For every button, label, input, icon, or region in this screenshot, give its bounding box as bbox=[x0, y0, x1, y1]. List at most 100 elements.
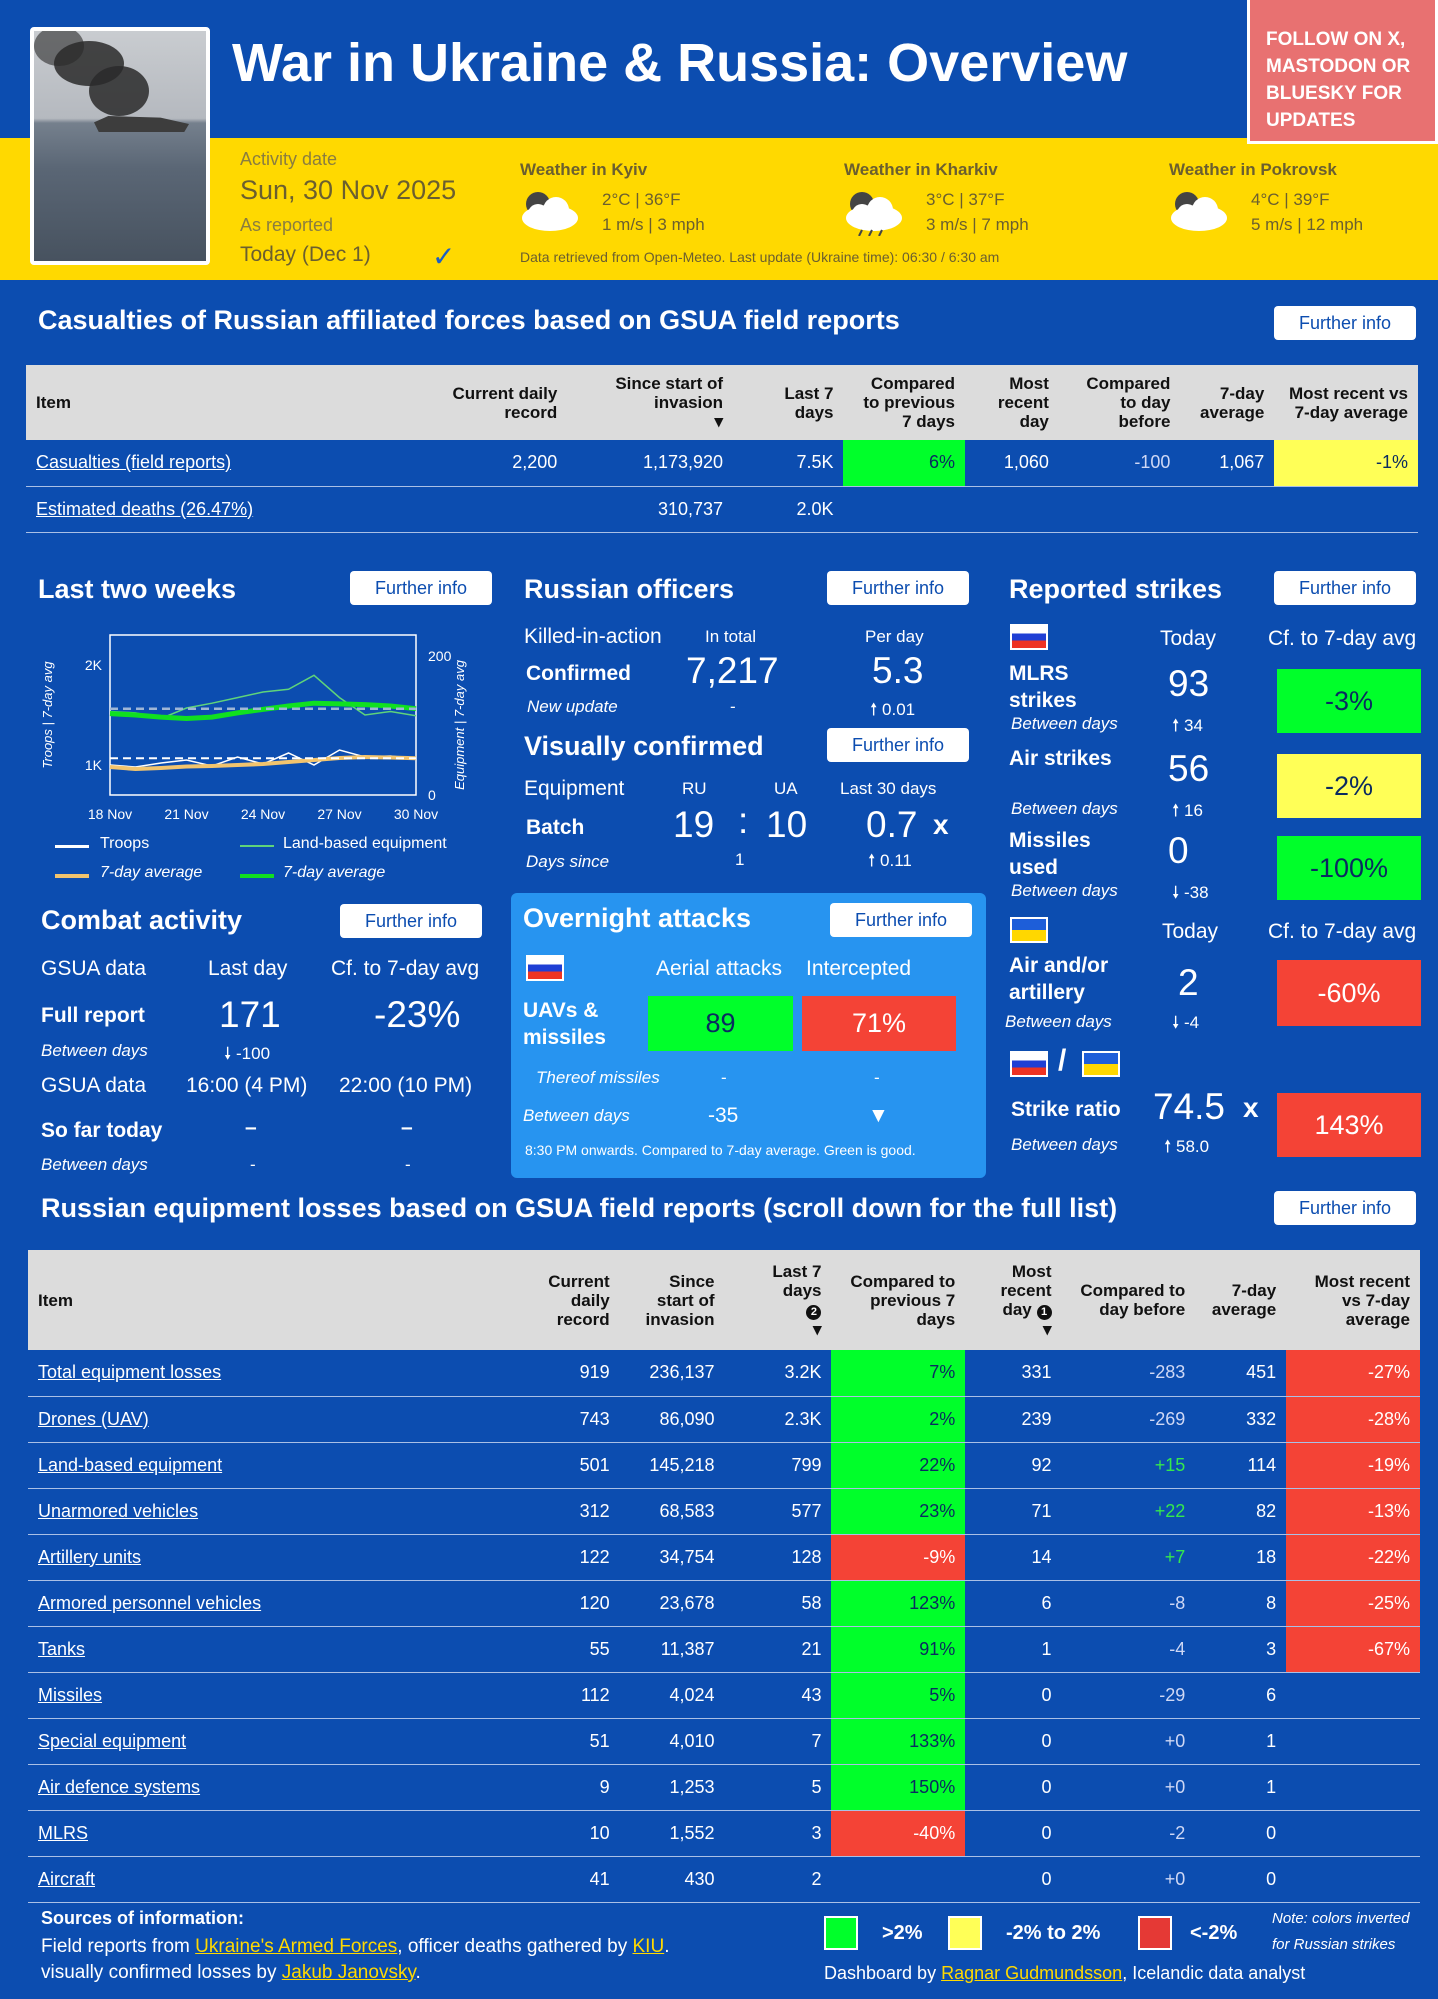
equipment-table: Item Current daily record Since start of i… bbox=[28, 1250, 1420, 1903]
overnight-note: 8:30 PM onwards. Compared to 7-day avera… bbox=[525, 1142, 916, 1158]
eq-cell-cmp7: 7% bbox=[831, 1350, 966, 1397]
sort-icon-recent[interactable]: ▾ bbox=[1042, 1319, 1052, 1339]
eq-cell-since: 4,010 bbox=[619, 1718, 725, 1765]
eq-cell-cmp7: 22% bbox=[831, 1442, 966, 1489]
legend-yellow-swatch bbox=[948, 1916, 982, 1950]
eq-cell-item: Aircraft bbox=[28, 1856, 515, 1903]
equipment-further-info-button[interactable]: Further info bbox=[1274, 1191, 1416, 1225]
weather-wind-0: 1 m/s | 3 mph bbox=[602, 215, 705, 234]
gsua-label-2: GSUA data bbox=[41, 1074, 147, 1097]
eq-item-link[interactable]: Artillery units bbox=[38, 1546, 142, 1567]
follow-banner[interactable]: FOLLOW ON X, MASTODON OR BLUESKY FOR UPD… bbox=[1247, 0, 1438, 144]
so-far-value: – bbox=[245, 1116, 257, 1139]
cas-header-0: Item bbox=[26, 365, 402, 440]
eq-item-link[interactable]: Drones (UAV) bbox=[38, 1408, 149, 1429]
eq-cell-vsavg: -13% bbox=[1286, 1488, 1420, 1535]
cas-cell-last7: 2.0K bbox=[733, 486, 844, 533]
visual-ratio-change: 🠕 0.11 bbox=[868, 851, 912, 870]
per-day-label: Per day bbox=[865, 627, 924, 646]
eq-cell-item: Tanks bbox=[28, 1626, 515, 1673]
eq-header-text-0: Item bbox=[38, 1290, 73, 1310]
strike-value-2: 0 bbox=[1168, 830, 1189, 871]
legend-green-swatch bbox=[824, 1916, 858, 1950]
cas-item-link[interactable]: Casualties (field reports) bbox=[36, 452, 232, 473]
cas-cell-since: 310,737 bbox=[567, 486, 734, 533]
eq-cell-record: 10 bbox=[514, 1810, 620, 1857]
kiu-link[interactable]: KIU bbox=[632, 1936, 665, 1957]
intercepted-label: Intercepted bbox=[806, 957, 912, 980]
eq-cell-item: Total equipment losses bbox=[28, 1350, 515, 1397]
chart-series-3 bbox=[109, 700, 417, 722]
cas-cell-last7: 7.5K bbox=[733, 440, 844, 487]
eq-cell-cmp7: -40% bbox=[831, 1810, 966, 1857]
combat-further-info-button[interactable]: Further info bbox=[340, 904, 482, 938]
eq-item-link[interactable]: Aircraft bbox=[38, 1868, 96, 1889]
weather-wind-1: 3 m/s | 7 mph bbox=[926, 215, 1029, 234]
chart-series-1 bbox=[109, 754, 417, 772]
cas-cell-cmp7: 6% bbox=[843, 440, 965, 487]
casualties-further-info-button[interactable]: Further info bbox=[1274, 306, 1416, 340]
jakub-janovsky-link[interactable]: Jakub Janovsky bbox=[281, 1962, 416, 1983]
two-weeks-further-info-button[interactable]: Further info bbox=[350, 571, 492, 605]
cas-header-text-1: Current daily record bbox=[452, 383, 558, 422]
officers-further-info-button[interactable]: Further info bbox=[827, 571, 969, 605]
strike-label-1: Air strikes bbox=[1009, 747, 1112, 770]
eq-cell-record: 112 bbox=[514, 1672, 620, 1719]
eq-row: Total equipment losses 919 236,137 3.2K 7% 33… bbox=[28, 1350, 1420, 1397]
eq-header-3: Last 7 days 2 ▾ bbox=[724, 1250, 832, 1350]
strike-ratio-pct: 143% bbox=[1277, 1093, 1421, 1157]
eq-cell-vsavg: -27% bbox=[1286, 1350, 1420, 1397]
eq-cell-vsavg: -19% bbox=[1286, 1442, 1420, 1489]
ragnar-link[interactable]: Ragnar Gudmundsson bbox=[941, 1963, 1123, 1983]
overnight-further-info-button[interactable]: Further info bbox=[830, 903, 972, 937]
sort-icon[interactable]: ▾ bbox=[714, 412, 724, 431]
aerial-value: 89 bbox=[648, 996, 793, 1051]
ukraine-armed-forces-link[interactable]: Ukraine's Armed Forces bbox=[195, 1936, 398, 1957]
eq-cell-recent: 331 bbox=[965, 1350, 1062, 1397]
eq-item-link[interactable]: Missiles bbox=[38, 1684, 103, 1705]
eq-item-link[interactable]: Tanks bbox=[38, 1638, 86, 1659]
cas-header-1: Current daily record bbox=[401, 365, 568, 440]
reported-date: Today (Dec 1) bbox=[240, 243, 371, 266]
cas-cell-vsavg bbox=[1274, 486, 1418, 533]
eq-item-link[interactable]: Air defence systems bbox=[38, 1776, 201, 1797]
eq-cell-record: 919 bbox=[514, 1350, 620, 1397]
batch-label: Batch bbox=[526, 816, 585, 839]
eq-cell-item: Missiles bbox=[28, 1672, 515, 1719]
eq-cell-avg: 3 bbox=[1195, 1626, 1287, 1673]
eq-cell-avg: 82 bbox=[1195, 1488, 1287, 1535]
strikes-further-info-button[interactable]: Further info bbox=[1274, 571, 1416, 605]
visual-ru-value: 19 bbox=[673, 804, 715, 845]
ua-strikes-value: 2 bbox=[1178, 962, 1199, 1003]
eq-cell-cmp7 bbox=[831, 1856, 966, 1903]
eq-item-link[interactable]: Land-based equipment bbox=[38, 1454, 223, 1475]
sources-line-1: Field reports from Ukraine's Armed Force… bbox=[41, 1936, 669, 1958]
ru-label: RU bbox=[682, 779, 707, 798]
cas-item-link[interactable]: Estimated deaths (26.47%) bbox=[36, 498, 254, 519]
eq-item-link[interactable]: Special equipment bbox=[38, 1730, 187, 1751]
eq-cell-since: 86,090 bbox=[619, 1396, 725, 1443]
cas-header-text-3: Last 7 days bbox=[784, 383, 834, 422]
eq-cell-record: 41 bbox=[514, 1856, 620, 1903]
eq-cell-item: Artillery units bbox=[28, 1534, 515, 1581]
visual-further-info-button[interactable]: Further info bbox=[827, 728, 969, 762]
eq-item-link[interactable]: MLRS bbox=[38, 1822, 89, 1843]
cas-header-8: Most recent vs 7-day average bbox=[1274, 365, 1418, 440]
y-tick-left-1: 1K bbox=[85, 757, 103, 773]
cas-header-6: Compared to day before bbox=[1058, 365, 1181, 440]
eq-cell-cmpday: -4 bbox=[1061, 1626, 1196, 1673]
flag-slash: / bbox=[1058, 1044, 1067, 1077]
eq-item-link[interactable]: Unarmored vehicles bbox=[38, 1500, 199, 1521]
sort-icon-last7[interactable]: ▾ bbox=[812, 1319, 822, 1339]
eq-cell-cmpday: +22 bbox=[1061, 1488, 1196, 1535]
y-tick-right-1: 0 bbox=[428, 787, 436, 803]
eq-item-link[interactable]: Armored personnel vehicles bbox=[38, 1592, 262, 1613]
eq-cell-avg: 0 bbox=[1195, 1810, 1287, 1857]
eq-cell-recent: 92 bbox=[965, 1442, 1062, 1489]
eq-cell-last7: 43 bbox=[724, 1672, 832, 1719]
thereof-missiles-label: Thereof missiles bbox=[536, 1068, 660, 1087]
eq-cell-cmpday: +15 bbox=[1061, 1442, 1196, 1489]
so-far-between-1: - bbox=[250, 1155, 256, 1174]
strike-between-1: Between days bbox=[1011, 799, 1118, 818]
eq-item-link[interactable]: Total equipment losses bbox=[38, 1362, 222, 1383]
